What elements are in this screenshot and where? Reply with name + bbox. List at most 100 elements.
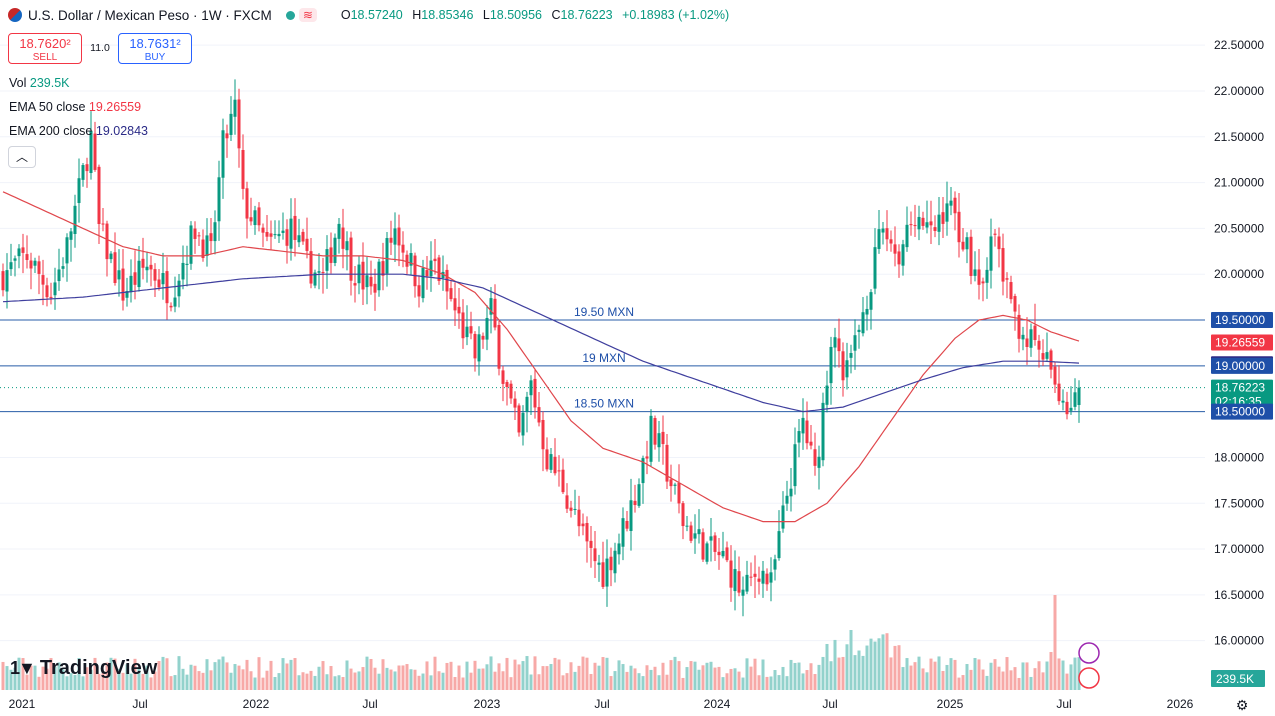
volume-bar — [857, 650, 861, 690]
ema50-legend[interactable]: EMA 50 close 19.26559 — [9, 100, 142, 114]
ema200-legend[interactable]: EMA 200 close 19.02843 — [9, 124, 149, 138]
candle-body — [749, 576, 753, 578]
candle-body — [273, 234, 277, 236]
volume-bar — [961, 675, 965, 690]
candle-body — [337, 223, 341, 239]
volume-bar — [433, 656, 437, 690]
candle-body — [981, 281, 985, 284]
candle-body — [509, 383, 513, 399]
volume-bar — [481, 668, 485, 690]
volume-bar — [889, 657, 893, 690]
candle-body — [329, 247, 333, 263]
volume-bar — [585, 657, 589, 690]
volume-bar — [257, 657, 261, 690]
candle-body — [61, 266, 65, 269]
buy-button[interactable]: 18.7631² BUY — [118, 33, 192, 64]
volume-bar — [973, 657, 977, 690]
candle-body — [1009, 282, 1013, 300]
candle-body — [797, 431, 801, 443]
candle-body — [133, 272, 137, 285]
time-tick-label: Jul — [132, 697, 147, 711]
volume-bar — [941, 670, 945, 690]
candle-body — [713, 535, 717, 552]
candle-body — [1065, 401, 1069, 415]
volume-bar — [677, 661, 681, 690]
candle-body — [545, 449, 549, 470]
candle-body — [293, 215, 297, 240]
candle-body — [1069, 407, 1073, 411]
candle-body — [517, 405, 521, 433]
symbol-title[interactable]: U.S. Dollar / Mexican Peso · 1W · FXCM — [28, 7, 272, 23]
volume-bar — [865, 645, 869, 690]
volume-bar — [729, 668, 733, 690]
candle-body — [521, 412, 525, 436]
candle-body — [809, 441, 813, 446]
volume-bar — [689, 661, 693, 690]
volume-bar — [249, 671, 253, 690]
volume-bar — [797, 662, 801, 690]
volume-bar — [1013, 667, 1017, 690]
gear-icon: ⚙ — [1236, 697, 1249, 713]
candle-body — [625, 520, 629, 529]
candle-body — [905, 224, 909, 248]
candle-body — [201, 239, 205, 259]
candle-body — [965, 237, 969, 250]
candle-body — [341, 227, 345, 249]
candle-body — [1049, 350, 1053, 370]
volume-bar — [69, 673, 73, 690]
volume-bar — [489, 656, 493, 690]
candle-body — [365, 275, 369, 288]
volume-bar — [761, 659, 765, 690]
volume-bar — [849, 630, 853, 690]
chevron-up-icon: ︿ — [15, 150, 28, 164]
candle-body — [801, 417, 805, 434]
candle-body — [997, 236, 1001, 250]
volume-bar — [801, 673, 805, 690]
volume-bar — [665, 674, 669, 690]
candle-body — [157, 279, 161, 288]
candle-body — [609, 556, 613, 571]
candle-body — [677, 482, 681, 504]
waves-icon[interactable]: ≋ — [298, 8, 317, 22]
candle-body — [649, 415, 653, 462]
volume-bar — [453, 676, 457, 690]
price-tick-label: 21.00000 — [1214, 176, 1264, 190]
candle-body — [537, 407, 541, 423]
volume-bar — [573, 671, 577, 690]
candle-body — [41, 275, 45, 285]
candle-body — [1005, 278, 1009, 280]
volume-bar — [533, 656, 537, 690]
candle-body — [681, 503, 685, 527]
volume-bar — [929, 658, 933, 690]
candle-body — [665, 444, 669, 482]
candle-body — [833, 337, 837, 348]
volume-legend[interactable]: Vol 239.5K — [9, 76, 70, 90]
volume-bar — [833, 639, 837, 690]
candle-body — [901, 244, 905, 266]
candle-body — [233, 99, 237, 117]
candle-body — [25, 254, 29, 260]
candle-body — [173, 297, 177, 307]
candle-body — [873, 247, 877, 289]
volume-bar — [301, 672, 305, 690]
candle-body — [345, 241, 349, 251]
volume-bar — [45, 668, 49, 690]
candle-body — [741, 589, 745, 596]
volume-bar — [353, 672, 357, 690]
candle-body — [401, 244, 405, 253]
candle-body — [529, 380, 533, 396]
volume-bar — [129, 673, 133, 690]
candle-body — [577, 509, 581, 527]
candle-body — [829, 346, 833, 384]
volume-bar — [1045, 661, 1049, 690]
price-label-text: 19.50000 — [1215, 313, 1265, 327]
candle-body — [917, 216, 921, 230]
volume-bar — [517, 664, 521, 690]
volume-bar — [221, 656, 225, 690]
sell-button[interactable]: 18.7620² SELL — [8, 33, 82, 64]
candle-body — [1077, 387, 1081, 405]
collapse-legend-button[interactable]: ︿ — [8, 146, 36, 168]
candle-body — [501, 370, 505, 384]
volume-bar — [157, 660, 161, 690]
